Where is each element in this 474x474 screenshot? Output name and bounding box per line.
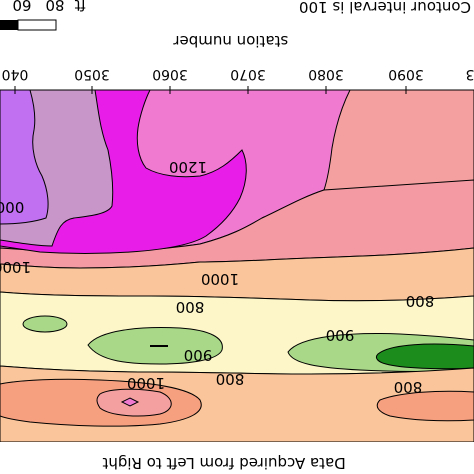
contour-label: 000 bbox=[0, 198, 24, 216]
contour-label: 900 bbox=[326, 326, 355, 344]
scale-tick-80: 80 bbox=[45, 0, 64, 14]
x-axis-title: station number bbox=[173, 32, 289, 50]
contour-plot-area: 1200 000 1000 1000 800 800 900 900 1000 … bbox=[0, 86, 474, 443]
contour-label: 1200 bbox=[169, 158, 207, 176]
blob-pink-dot bbox=[120, 397, 140, 407]
station-tick-label: 040 bbox=[2, 66, 29, 82]
contour-interval-text: Contour interval is 100 bbox=[299, 0, 471, 16]
contour-label: 800 bbox=[216, 370, 245, 388]
header-background bbox=[0, 0, 474, 90]
scale-bar-white-segment bbox=[17, 19, 57, 31]
contour-label: 800 bbox=[394, 378, 423, 396]
station-tick-label: 3060 bbox=[152, 66, 188, 82]
station-tick-label: 3080 bbox=[308, 66, 344, 82]
station-tick-label: 3070 bbox=[230, 66, 266, 82]
station-tick-label: 3 bbox=[466, 66, 474, 82]
station-tick-label: 3090 bbox=[388, 66, 424, 82]
footer-text: Data Acquired from Left to Right bbox=[102, 454, 345, 472]
contour-label: 800 bbox=[176, 298, 205, 316]
footer-background bbox=[0, 442, 474, 474]
island-dark-green bbox=[375, 343, 474, 370]
top-axis-ticks bbox=[14, 86, 407, 94]
contour-label: 1000 bbox=[0, 258, 31, 276]
contour-label: 1000 bbox=[201, 270, 239, 288]
island-light-green-left bbox=[22, 315, 68, 333]
region-violet bbox=[0, 89, 49, 225]
contour-label: 1000 bbox=[127, 374, 165, 392]
scale-bar: 60 80 ft bbox=[0, 0, 86, 31]
station-tick-labels: 040 3050 3060 3070 3080 3090 3 bbox=[2, 66, 474, 82]
scale-unit: ft bbox=[75, 0, 86, 14]
scale-tick-60: 60 bbox=[12, 0, 31, 14]
contour-label: 900 bbox=[184, 346, 213, 364]
contour-label: 800 bbox=[406, 292, 435, 310]
blob-orange-right bbox=[376, 390, 474, 422]
station-tick-label: 3050 bbox=[74, 66, 110, 82]
scale-bar-black-segment bbox=[0, 20, 18, 30]
